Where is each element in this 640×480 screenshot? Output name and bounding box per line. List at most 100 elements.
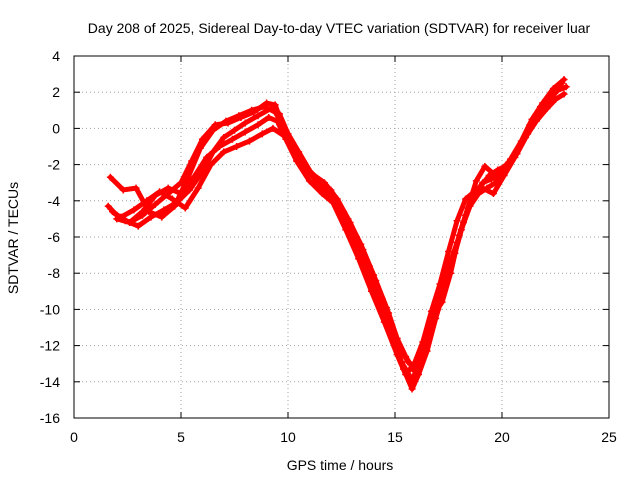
data-point [500, 171, 508, 179]
data-point [421, 334, 429, 342]
data-point [151, 200, 159, 208]
data-point [412, 363, 420, 371]
data-point [342, 226, 350, 234]
data-point [393, 351, 401, 359]
data-point [472, 177, 480, 185]
data-point [132, 184, 140, 192]
series-track-3 [113, 83, 570, 393]
data-point [367, 287, 375, 295]
data-point [241, 128, 249, 136]
data-point [562, 83, 570, 91]
data-point [209, 126, 217, 134]
data-point [194, 184, 202, 192]
data-point [104, 202, 112, 210]
y-tick-label: 2 [52, 84, 60, 100]
data-point [245, 137, 253, 145]
data-point [464, 204, 472, 212]
y-tick-label: 4 [52, 48, 60, 64]
data-point [438, 298, 446, 306]
data-point [235, 112, 243, 120]
data-point [479, 184, 487, 192]
x-axis-label: GPS time / hours [287, 457, 394, 473]
data-point [168, 195, 176, 203]
data-point [489, 190, 497, 198]
axis-ticks [73, 55, 610, 419]
series-line [105, 80, 565, 383]
data-point [265, 114, 273, 122]
data-point [130, 206, 138, 214]
data-point [346, 219, 354, 227]
series-line [118, 91, 567, 378]
data-point [254, 121, 262, 129]
data-point [560, 90, 568, 98]
y-tick-label: -6 [48, 229, 61, 245]
data-point [241, 119, 249, 127]
data-point [481, 162, 489, 170]
x-tick-label: 5 [177, 429, 185, 445]
data-point [126, 219, 134, 227]
data-point [231, 126, 238, 134]
data-point [233, 143, 241, 150]
data-point [117, 213, 125, 221]
data-point [271, 101, 279, 109]
data-point [156, 188, 164, 196]
tick-labels: 0 5 10 15 20 25 -16 -14 -12 -10 -8 -6 -4 -2 0 2 4 [40, 48, 617, 445]
data-point [138, 208, 146, 216]
y-tick-label: -16 [40, 410, 60, 426]
chart-title: Day 208 of 2025, Sidereal Day-to-day VTE… [88, 20, 591, 36]
data-point [109, 208, 117, 216]
y-tick-label: 0 [52, 120, 60, 136]
data-point [560, 76, 568, 84]
x-tick-label: 20 [494, 429, 510, 445]
data-point [186, 186, 194, 194]
data-point [487, 175, 495, 183]
data-point [248, 106, 256, 114]
data-point [158, 213, 166, 221]
data-point [436, 280, 444, 288]
data-point [295, 148, 303, 156]
data-point [502, 161, 510, 169]
data-point [513, 150, 521, 158]
data-point [216, 143, 224, 150]
data-point [333, 195, 341, 203]
data-point [329, 199, 337, 207]
data-point [269, 124, 277, 132]
y-tick-label: -8 [48, 265, 61, 281]
data-point [355, 255, 363, 263]
data-point [260, 103, 268, 111]
data-point [359, 246, 367, 254]
series-track-1 [104, 79, 566, 384]
data-point [402, 371, 410, 379]
data-point [164, 184, 172, 192]
data-point [271, 108, 279, 116]
data-point [320, 179, 328, 187]
data-point [372, 276, 380, 284]
data-point [430, 311, 438, 319]
data-point [134, 222, 142, 230]
data-point [445, 247, 452, 255]
data-point [308, 170, 316, 178]
data-point [316, 182, 324, 190]
data-point [545, 99, 553, 107]
y-tick-label: -14 [40, 374, 60, 390]
data-point [181, 204, 189, 212]
x-tick-label: 10 [280, 429, 296, 445]
data-point [462, 195, 470, 203]
data-point [220, 133, 228, 141]
series-line [110, 77, 567, 374]
x-tick-label: 25 [601, 429, 617, 445]
data-point [145, 208, 153, 216]
series-layer [104, 76, 570, 393]
data-point [183, 175, 191, 183]
data-point [171, 202, 179, 210]
data-point [447, 269, 455, 277]
data-point [196, 144, 204, 152]
data-point [556, 81, 564, 89]
data-point [106, 173, 114, 181]
data-point [222, 117, 230, 125]
data-point [280, 132, 288, 140]
data-point [492, 171, 500, 179]
data-point [207, 161, 215, 169]
data-point [455, 231, 463, 239]
